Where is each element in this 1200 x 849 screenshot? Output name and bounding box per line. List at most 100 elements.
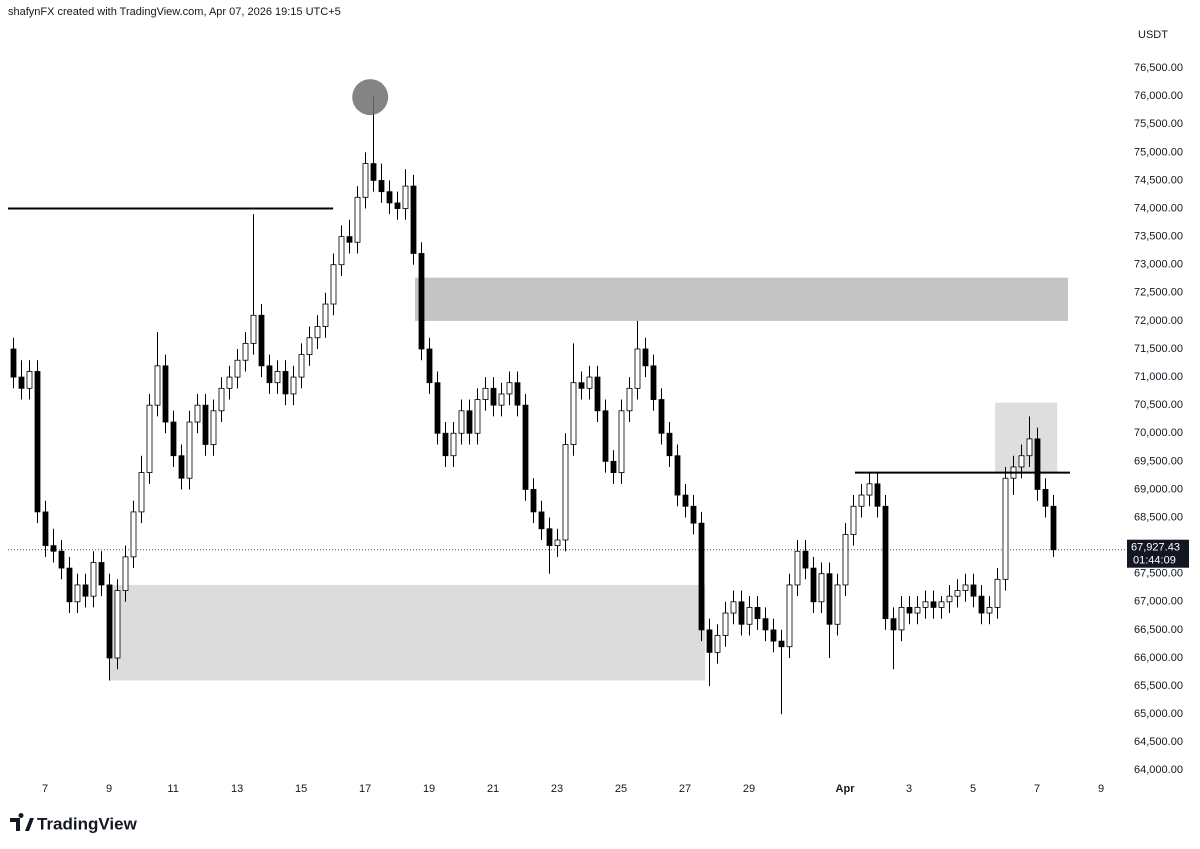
candle-body bbox=[850, 505, 857, 535]
candle-body bbox=[906, 607, 913, 614]
candle-body bbox=[866, 483, 873, 496]
candle-body bbox=[482, 387, 489, 400]
candle-body bbox=[754, 607, 761, 620]
candle-body bbox=[234, 359, 241, 378]
candle-body bbox=[842, 533, 849, 586]
candle-body bbox=[786, 584, 793, 648]
price-zone bbox=[109, 584, 706, 681]
brand-name: TradingView bbox=[37, 814, 138, 833]
candle-body bbox=[826, 573, 833, 625]
candle-body bbox=[858, 494, 865, 507]
candle-body bbox=[194, 404, 201, 423]
candle-body bbox=[746, 607, 753, 625]
candle-body bbox=[370, 163, 377, 181]
candle-body bbox=[802, 550, 809, 569]
candle-body bbox=[306, 337, 313, 356]
candle-body bbox=[578, 382, 585, 389]
x-tick-label: 9 bbox=[1098, 783, 1104, 795]
candle-body bbox=[434, 382, 441, 434]
x-tick-label: 7 bbox=[42, 783, 48, 795]
candle-body bbox=[266, 365, 273, 384]
y-tick-label: 67,000.00 bbox=[1134, 596, 1183, 608]
y-tick-label: 69,500.00 bbox=[1134, 455, 1183, 467]
candle-body bbox=[178, 455, 185, 479]
y-tick-label: 65,000.00 bbox=[1134, 708, 1183, 720]
candle-body bbox=[658, 399, 665, 434]
candle-body bbox=[58, 550, 65, 569]
candle-body bbox=[82, 584, 89, 597]
candle-body bbox=[834, 584, 841, 625]
candle-body bbox=[538, 511, 545, 530]
price-zone bbox=[414, 277, 1069, 321]
x-tick-label: 21 bbox=[487, 783, 499, 795]
candle-body bbox=[522, 404, 529, 490]
y-tick-label: 64,000.00 bbox=[1134, 764, 1183, 776]
candle-body bbox=[914, 607, 921, 614]
y-tick-label: 72,000.00 bbox=[1134, 315, 1183, 327]
candle-body bbox=[338, 236, 345, 266]
x-tick-label: 25 bbox=[615, 783, 627, 795]
candle-body bbox=[42, 511, 49, 547]
candle-body bbox=[874, 483, 881, 507]
y-tick-label: 65,500.00 bbox=[1134, 680, 1183, 692]
candle-body bbox=[314, 326, 321, 339]
candle-body bbox=[946, 595, 953, 603]
y-tick-label: 75,000.00 bbox=[1134, 146, 1183, 158]
candle-body bbox=[498, 393, 505, 406]
candle-body bbox=[1034, 438, 1041, 490]
candle-body bbox=[714, 635, 721, 653]
candle-body bbox=[554, 539, 561, 547]
candle-body bbox=[986, 607, 993, 614]
candle-body bbox=[890, 618, 897, 631]
candle-body bbox=[634, 348, 641, 389]
candle-body bbox=[682, 494, 689, 507]
candle-body bbox=[730, 601, 737, 614]
candle-body bbox=[1042, 489, 1049, 507]
x-tick-label: 13 bbox=[231, 783, 243, 795]
price-tag-countdown: 01:44:09 bbox=[1133, 555, 1176, 567]
candle-body bbox=[938, 601, 945, 608]
candle-body bbox=[378, 180, 385, 193]
candle-body bbox=[114, 590, 121, 659]
y-tick-label: 66,000.00 bbox=[1134, 652, 1183, 664]
candle-body bbox=[722, 612, 729, 636]
candle-body bbox=[674, 455, 681, 496]
candle-body bbox=[666, 432, 673, 457]
candle-body bbox=[930, 601, 937, 608]
candle-body bbox=[106, 584, 113, 659]
candle-body bbox=[922, 601, 929, 608]
candle-body bbox=[562, 444, 569, 541]
candle-body bbox=[970, 584, 977, 597]
candle-body bbox=[690, 505, 697, 524]
price-zone bbox=[995, 402, 1058, 473]
x-tick-label: 29 bbox=[743, 783, 755, 795]
candle-body bbox=[994, 578, 1001, 608]
candle-body bbox=[882, 505, 889, 620]
candle-body bbox=[146, 404, 153, 473]
candle-body bbox=[586, 376, 593, 389]
y-tick-label: 64,500.00 bbox=[1134, 736, 1183, 748]
y-tick-label: 74,500.00 bbox=[1134, 174, 1183, 186]
candle-body bbox=[618, 410, 625, 473]
candle-body bbox=[418, 253, 425, 350]
candle-body bbox=[954, 590, 961, 597]
x-tick-label: 5 bbox=[970, 783, 976, 795]
currency-label: USDT bbox=[1138, 29, 1168, 41]
x-tick-label: 9 bbox=[106, 783, 112, 795]
candle-body bbox=[122, 556, 129, 591]
y-tick-label: 71,500.00 bbox=[1134, 343, 1183, 355]
candle-body bbox=[202, 404, 209, 445]
x-tick-label: 11 bbox=[167, 783, 178, 795]
candle-body bbox=[322, 303, 329, 327]
y-tick-label: 76,500.00 bbox=[1134, 62, 1183, 74]
candle-body bbox=[642, 348, 649, 367]
y-tick-label: 74,000.00 bbox=[1134, 202, 1183, 214]
brand-logo: TradingView bbox=[10, 813, 138, 833]
candle-body bbox=[90, 562, 97, 597]
candle-body bbox=[610, 460, 617, 473]
candle-body bbox=[810, 567, 817, 603]
candle-body bbox=[34, 371, 41, 513]
candle-body bbox=[362, 163, 369, 198]
candle-body bbox=[250, 314, 257, 344]
candle-body bbox=[530, 489, 537, 513]
